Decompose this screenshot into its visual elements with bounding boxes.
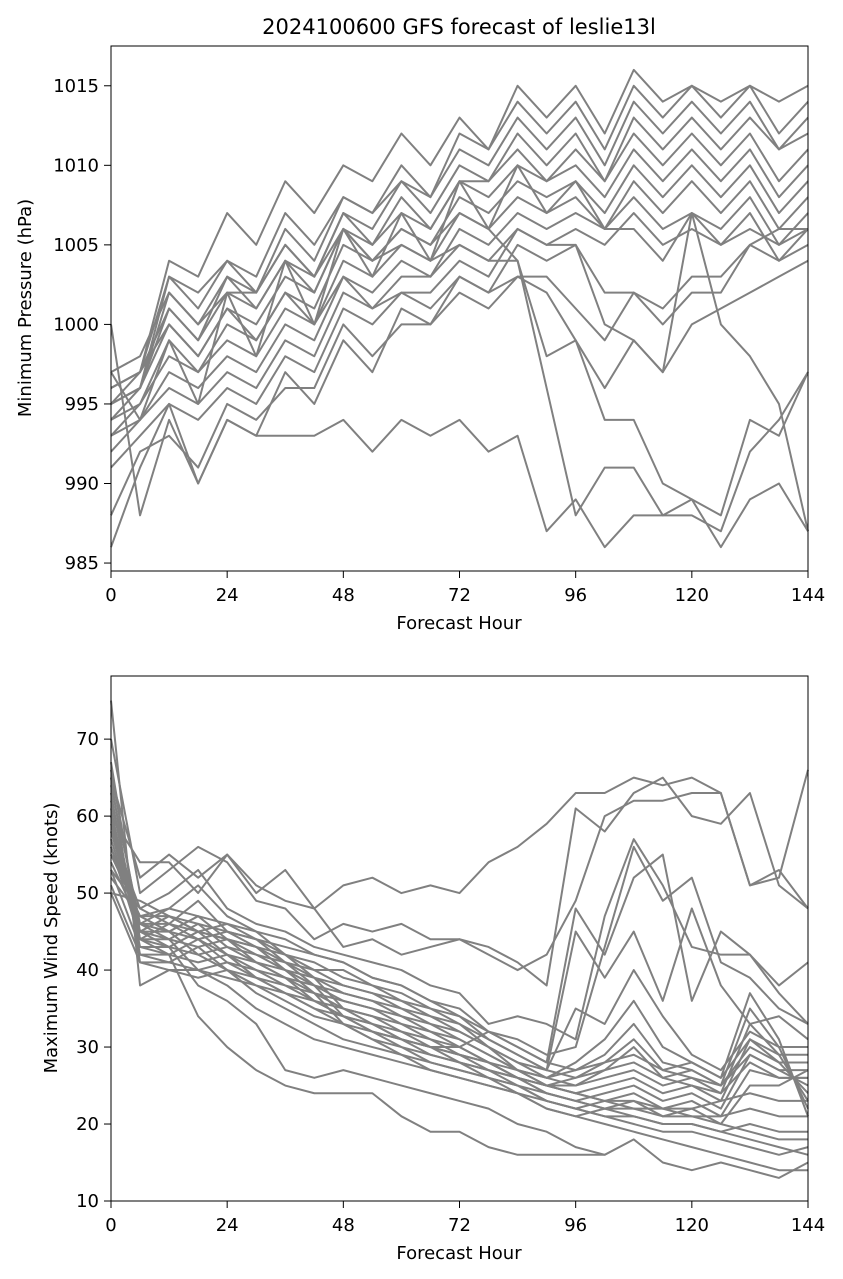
- pressure-series-line-11: [110, 227, 808, 469]
- wind-series-line-2: [110, 738, 809, 987]
- wind-series-group: [110, 700, 809, 1179]
- wind-series-line-3: [110, 831, 809, 1041]
- wind-series-line-25: [110, 854, 809, 1156]
- wind-x-tick-label: 72: [448, 1215, 471, 1236]
- pressure-y-tick-label: 1010: [53, 155, 99, 176]
- wind-y-tick-label: 10: [76, 1191, 99, 1212]
- pressure-x-tick-label: 24: [216, 585, 239, 606]
- pressure-y-tick-label: 1005: [53, 235, 99, 256]
- wind-x-tick-label: 0: [105, 1215, 116, 1236]
- pressure-series-line-12: [110, 243, 809, 517]
- wind-series-line-9: [110, 869, 808, 1087]
- pressure-series-line-14: [110, 212, 809, 532]
- pressure-series-line-4: [110, 132, 809, 405]
- pressure-panel: 2024100600 GFS forecast of leslie13l 0 24…: [15, 15, 825, 634]
- pressure-y-tick-label: 1015: [53, 76, 99, 97]
- wind-y-tick-label: 30: [76, 1037, 99, 1058]
- wind-y-tick-label: 70: [76, 729, 99, 750]
- pressure-plot-frame: [110, 45, 809, 572]
- wind-series-line-15: [110, 823, 809, 1102]
- pressure-y-tick-label: 1000: [53, 314, 99, 335]
- wind-x-tick-label: 96: [564, 1215, 587, 1236]
- pressure-series-line-5: [110, 148, 809, 421]
- pressure-x-tick-label: 0: [105, 585, 116, 606]
- pressure-y-tick-label: 995: [65, 394, 99, 415]
- wind-y-tick-label: 50: [76, 883, 99, 904]
- pressure-series-line-16: [110, 212, 809, 549]
- wind-y-axis-label: Maximum Wind Speed (knots): [41, 803, 62, 1074]
- chart-title: 2024100600 GFS forecast of leslie13l: [262, 15, 656, 39]
- wind-panel: 0 24 48 72 96 120 144 10 20 30 40 50 60 70 Forecast …: [41, 675, 825, 1264]
- pressure-x-ticks: 0 24 48 72 96 120 144: [105, 571, 825, 606]
- pressure-x-tick-label: 144: [791, 585, 825, 606]
- pressure-x-tick-label: 120: [675, 585, 709, 606]
- pressure-y-ticks: 985 990 995 1000 1005 1010 1015: [53, 76, 111, 574]
- pressure-x-tick-label: 96: [564, 585, 587, 606]
- wind-y-tick-label: 20: [76, 1114, 99, 1135]
- wind-series-line-16: [110, 808, 809, 1110]
- pressure-x-tick-label: 48: [332, 585, 355, 606]
- wind-series-line-0: [110, 769, 809, 910]
- pressure-y-axis-label: Minimum Pressure (hPa): [15, 199, 36, 417]
- wind-series-line-13: [110, 861, 809, 1110]
- pressure-x-axis-label: Forecast Hour: [396, 613, 522, 634]
- wind-series-line-8: [110, 846, 808, 1079]
- pressure-y-tick-label: 985: [65, 553, 99, 574]
- wind-y-ticks: 10 20 30 40 50 60 70: [76, 729, 111, 1212]
- wind-x-tick-label: 120: [675, 1215, 709, 1236]
- wind-x-tick-label: 144: [791, 1215, 825, 1236]
- wind-x-tick-label: 24: [216, 1215, 239, 1236]
- pressure-series-line-13: [110, 243, 809, 516]
- wind-series-line-26: [110, 869, 809, 1156]
- pressure-series-line-15: [110, 371, 809, 549]
- wind-series-line-24: [110, 846, 808, 1172]
- wind-x-axis-label: Forecast Hour: [396, 1243, 522, 1264]
- wind-y-tick-label: 60: [76, 806, 99, 827]
- wind-series-line-4: [110, 845, 809, 1056]
- pressure-series-line-17: [110, 227, 809, 517]
- pressure-x-tick-label: 72: [448, 585, 471, 606]
- pressure-series-line-2: [110, 100, 809, 389]
- wind-x-tick-label: 48: [332, 1215, 355, 1236]
- pressure-series-line-9: [110, 212, 809, 453]
- wind-series-line-22: [110, 815, 809, 1179]
- wind-series-line-27: [110, 892, 808, 1141]
- pressure-y-tick-label: 990: [65, 474, 99, 495]
- wind-series-line-23: [110, 831, 605, 1156]
- wind-y-tick-label: 40: [76, 960, 99, 981]
- pressure-series-group: [110, 68, 809, 549]
- wind-x-ticks: 0 24 48 72 96 120 144: [105, 1201, 825, 1236]
- pressure-series-line-6: [110, 164, 809, 421]
